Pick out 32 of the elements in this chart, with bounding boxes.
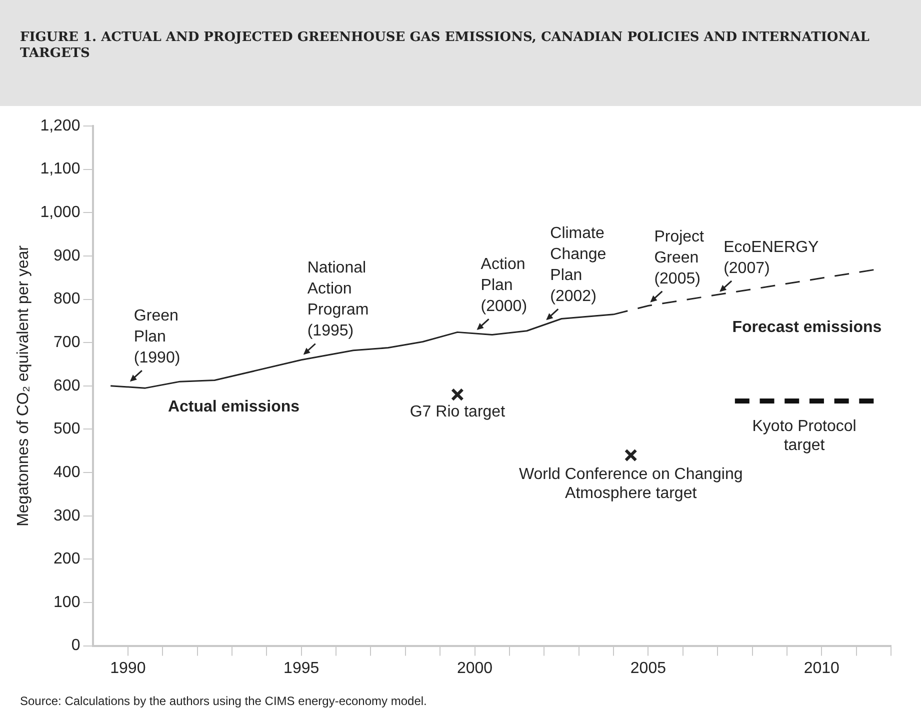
- series-label: World Conference on Changing Atmosphere target: [518, 466, 743, 502]
- x-tick-label: 1990: [110, 660, 146, 677]
- series-label: G7 Rio target: [410, 404, 506, 421]
- chart-title: FIGURE 1. ACTUAL AND PROJECTED GREENHOUSE GAS EMISSIONS, CANADIAN POLICIES AND INTERNATIONAL TARGETS: [0, 0, 921, 106]
- y-tick-label: 1,100: [40, 160, 80, 178]
- x-tick-label: 2000: [456, 660, 493, 677]
- source-note: Source: Calculations by the authors using the CIMS energy-economy model.: [20, 694, 428, 708]
- y-tick-label: 500: [54, 420, 80, 438]
- y-tick-label: 900: [54, 247, 80, 264]
- series-label: Kyoto Protocol target: [752, 418, 856, 454]
- y-tick-label: 300: [54, 507, 80, 524]
- annotation: Action Plan (2000): [480, 256, 528, 316]
- y-tick-label: 600: [54, 377, 80, 394]
- annotation: Green Plan (1990): [134, 308, 180, 367]
- annotation: Project Green (2005): [654, 228, 705, 288]
- x-tick-label: 2010: [804, 660, 840, 677]
- y-tick-label: 700: [54, 334, 80, 351]
- y-tick-label: 100: [54, 594, 80, 611]
- y-axis-title: Megatonnes of CO₂ equivalent per year: [15, 244, 32, 526]
- y-tick-label: 1,000: [40, 204, 80, 222]
- annotation: National Action Program (1995): [307, 260, 369, 340]
- series-label: Forecast emissions: [732, 318, 882, 336]
- series-label: Actual emissions: [168, 398, 300, 416]
- x-tick-label: 2005: [630, 660, 666, 677]
- annotation: EcoENERGY (2007): [724, 238, 820, 277]
- annotation: Climate Change Plan (2002): [550, 225, 606, 306]
- y-tick-label: 200: [54, 550, 80, 568]
- x-tick-label: 1995: [284, 660, 320, 677]
- y-tick-label: 1,200: [40, 117, 80, 134]
- y-tick-label: 400: [54, 464, 80, 481]
- y-tick-label: 800: [54, 290, 80, 308]
- y-tick-label: 0: [71, 637, 80, 654]
